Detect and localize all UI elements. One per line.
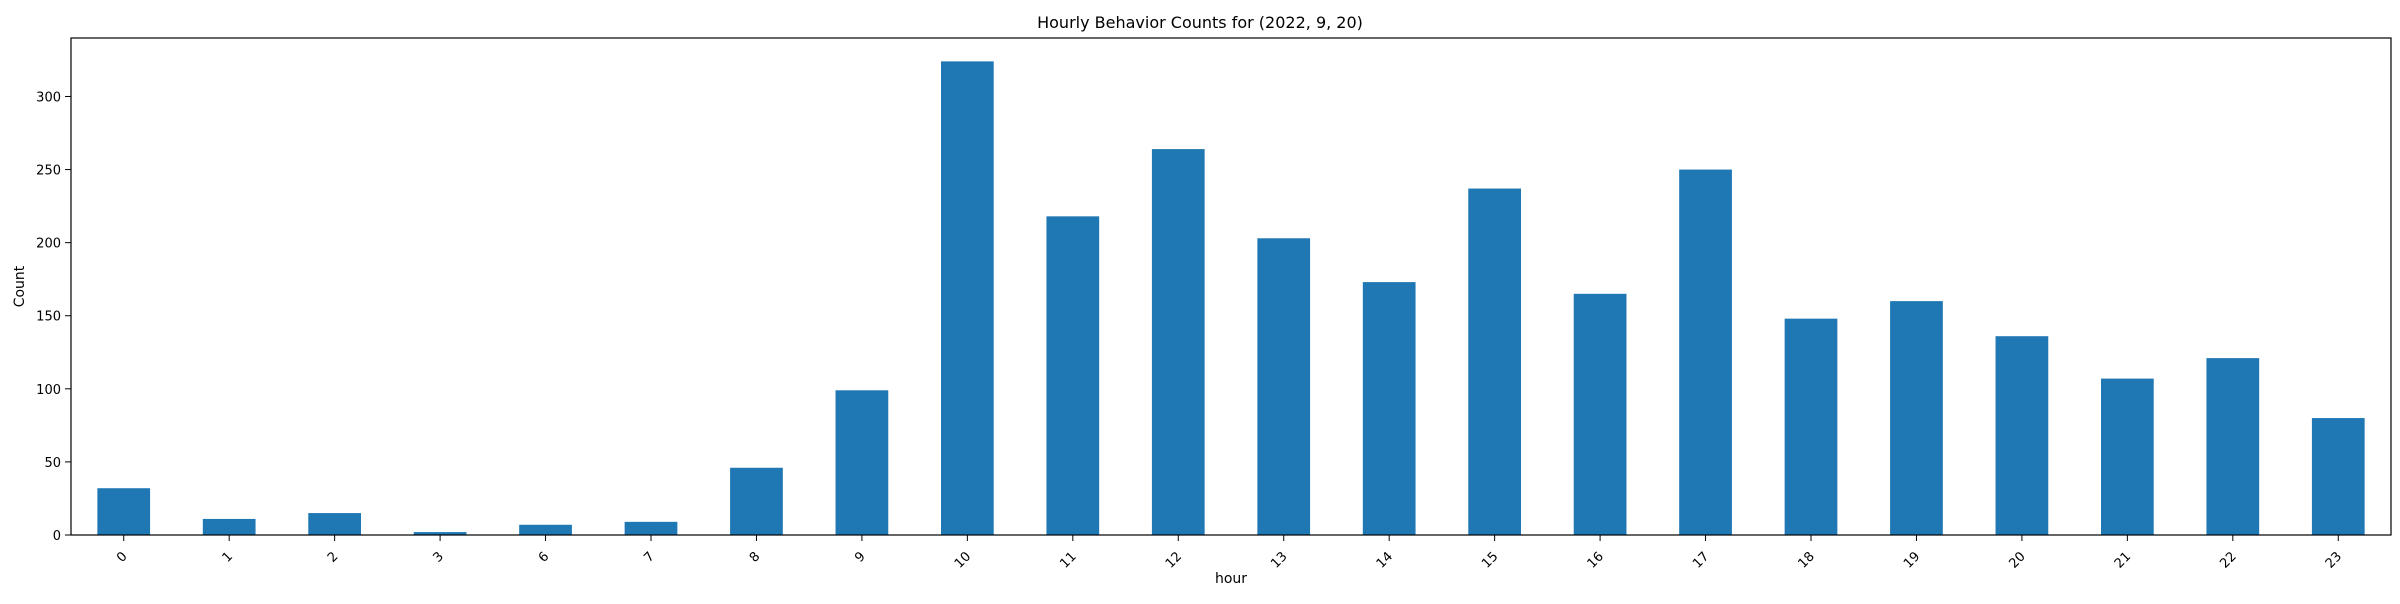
bar-hour-9 bbox=[835, 390, 889, 535]
bar-hour-12 bbox=[1151, 149, 1205, 535]
bar-hour-10 bbox=[941, 61, 994, 535]
bars-group bbox=[97, 61, 2365, 535]
y-tick-label: 50 bbox=[44, 456, 61, 471]
bar-hour-22 bbox=[2206, 358, 2260, 535]
bar-hour-11 bbox=[1046, 216, 1100, 535]
y-tick-label: 200 bbox=[36, 237, 61, 252]
bar-hour-23 bbox=[2311, 418, 2365, 535]
bar-hour-17 bbox=[1679, 169, 1732, 535]
bar-hour-19 bbox=[1890, 301, 1943, 535]
x-axis-label: hour bbox=[1215, 571, 1247, 587]
y-axis-ticks: 0 50 100 150 200 250 300 bbox=[36, 90, 71, 544]
bar-hour-16 bbox=[1573, 293, 1627, 535]
bar-hour-14 bbox=[1362, 282, 1416, 535]
bar-hour-3 bbox=[413, 532, 467, 535]
bar-hour-13 bbox=[1257, 238, 1311, 535]
y-tick-label: 100 bbox=[36, 383, 61, 398]
bar-hour-6 bbox=[519, 524, 572, 535]
y-tick-label: 0 bbox=[53, 529, 61, 544]
plot-frame bbox=[70, 37, 2392, 536]
y-tick-label: 150 bbox=[36, 310, 61, 325]
bar-hour-20 bbox=[1995, 336, 2049, 535]
bar-hour-21 bbox=[2101, 378, 2154, 535]
y-tick-label: 300 bbox=[36, 90, 61, 105]
y-tick-label: 250 bbox=[36, 164, 61, 179]
bar-hour-1 bbox=[202, 518, 256, 535]
bar-hour-18 bbox=[1784, 318, 1838, 535]
bar-hour-0 bbox=[97, 488, 151, 535]
chart-title: Hourly Behavior Counts for (2022, 9, 20) bbox=[1037, 13, 1363, 32]
bar-hour-8 bbox=[730, 467, 783, 535]
y-axis-label: Count bbox=[12, 265, 28, 307]
bar-hour-7 bbox=[624, 521, 678, 535]
bar-hour-15 bbox=[1468, 188, 1521, 535]
bar-hour-2 bbox=[308, 513, 361, 535]
